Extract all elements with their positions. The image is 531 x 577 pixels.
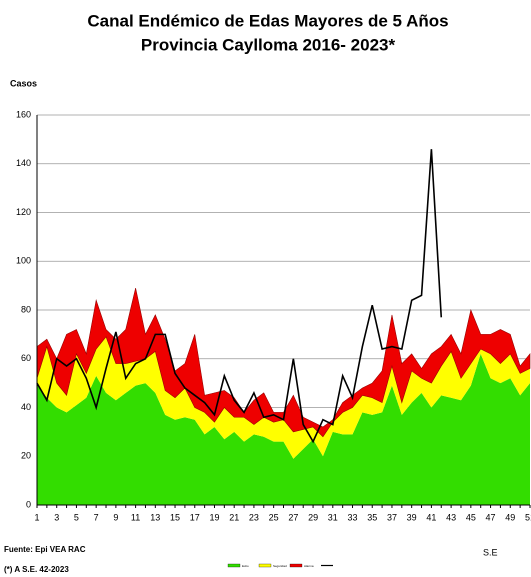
x-tick-label: 17 (190, 512, 200, 522)
x-tick-label: 31 (328, 512, 338, 522)
x-tick-label: 7 (94, 512, 99, 522)
y-tick-label: 120 (16, 207, 31, 217)
y-tick-label: 80 (21, 304, 31, 314)
y-tick-label: 40 (21, 402, 31, 412)
x-tick-label: 35 (367, 512, 377, 522)
x-tick-label: 37 (387, 512, 397, 522)
x-tick-label: 3 (54, 512, 59, 522)
x-tick-label: 51 (525, 512, 531, 522)
line (36, 149, 443, 444)
legend-label: Exito (242, 564, 249, 568)
source-note: Fuente: Epi VEA RAC (4, 545, 86, 554)
y-axis-label: Casos (10, 78, 37, 88)
x-tick-label: 49 (505, 512, 515, 522)
x-tick-label: 25 (269, 512, 279, 522)
x-tick-label: 9 (113, 512, 118, 522)
x-axis-label: S.E (483, 547, 498, 557)
chart-title: Canal Endémico de Edas Mayores de 5 Años (87, 11, 448, 30)
x-tick-label: 1 (34, 512, 39, 522)
x-tick-label: 11 (131, 512, 140, 522)
x-tick-label: 27 (288, 512, 298, 522)
legend-swatch (289, 563, 303, 568)
y-tick-label: 100 (16, 256, 31, 266)
y-tick-label: 60 (21, 353, 31, 363)
y-tick-label: 20 (21, 451, 31, 461)
x-tick-label: 21 (229, 512, 239, 522)
x-tick-label: 5 (74, 512, 79, 522)
x-tick-label: 29 (308, 512, 318, 522)
footnote: (*) A S.E. 42-2023 (4, 565, 69, 574)
legend-swatch (258, 563, 272, 568)
y-tick-label: 140 (16, 158, 31, 168)
legend-label: Alarma (304, 564, 314, 568)
x-tick-label: 41 (426, 512, 436, 522)
x-tick-label: 15 (170, 512, 180, 522)
x-tick-label: 43 (446, 512, 456, 522)
y-tick-label: 0 (26, 499, 31, 509)
chart-title: Provincia Caylloma 2016- 2023* (141, 35, 396, 54)
x-tick-label: 23 (249, 512, 259, 522)
x-tick-label: 33 (348, 512, 358, 522)
area (36, 287, 531, 438)
y-tick-label: 160 (16, 109, 31, 119)
x-tick-label: 47 (486, 512, 496, 522)
legend-label: Seguridad (273, 564, 287, 568)
x-tick-label: 45 (466, 512, 476, 522)
x-tick-label: 39 (407, 512, 417, 522)
legend-swatch (227, 563, 241, 568)
x-tick-label: 13 (150, 512, 160, 522)
area (37, 353, 530, 505)
x-tick-label: 19 (209, 512, 219, 522)
